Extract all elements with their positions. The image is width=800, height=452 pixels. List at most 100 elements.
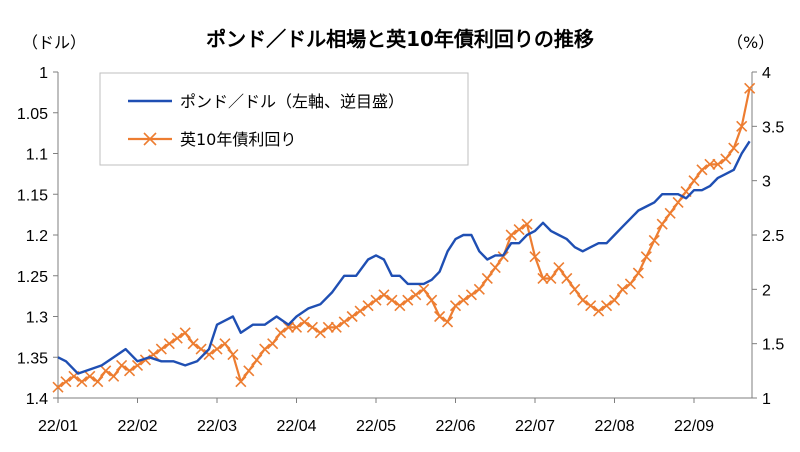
- gilt-marker-stroke: [561, 272, 573, 285]
- gilt-yield-point: [275, 327, 287, 339]
- gilt-yield-point: [664, 207, 676, 219]
- gilt-yield-point: [608, 294, 621, 306]
- gilt-marker-stroke: [370, 294, 382, 306]
- gilt-marker-stroke: [712, 158, 724, 170]
- gilt-marker-stroke: [457, 294, 470, 306]
- gilt-yield-point: [616, 283, 629, 295]
- gilt-yield-point: [553, 262, 565, 274]
- gilt-yield-point: [593, 305, 605, 317]
- gilt-yield-point: [378, 289, 390, 301]
- right-axis-ticks: 1 1.5 2 2.5 3 3.5 4: [752, 65, 784, 408]
- gilt-marker-stroke: [131, 359, 144, 371]
- gilt-marker-stroke: [314, 327, 326, 339]
- gilt-marker-stroke: [577, 294, 589, 306]
- gilt-marker-stroke: [616, 283, 629, 295]
- right-tick-label: 3.5: [762, 119, 784, 136]
- gilt-marker-stroke: [362, 300, 374, 312]
- gilt-marker-stroke: [386, 294, 398, 306]
- gilt-yield-point: [489, 262, 501, 274]
- left-tick-label: 1.1: [26, 147, 48, 164]
- gilt-yield-point: [545, 272, 557, 285]
- gilt-marker-stroke: [92, 376, 104, 388]
- gilt-yield-point: [346, 310, 358, 323]
- right-tick-label: 1: [762, 391, 771, 408]
- x-tick-label: 22/03: [197, 418, 237, 435]
- gilt-marker-stroke: [338, 316, 350, 328]
- gilt-marker-stroke: [322, 321, 334, 333]
- gilt-marker-stroke: [76, 376, 88, 388]
- gilt-yield-point: [60, 376, 72, 388]
- gilt-marker-stroke: [521, 218, 533, 230]
- gilt-yield-point: [441, 316, 454, 328]
- right-tick-label: 3: [762, 174, 771, 191]
- gilt-marker-stroke: [171, 332, 183, 344]
- legend-gilt-label: 英10年債利回り: [180, 130, 296, 149]
- gilt-yield-point: [259, 343, 271, 355]
- gilt-yield-point: [251, 354, 263, 366]
- gilt-yield-point: [465, 289, 477, 301]
- gilt-marker-stroke: [354, 305, 366, 317]
- gilt-yield-point: [529, 251, 541, 263]
- gilt-yield-point: [219, 338, 231, 350]
- gilt-yield-point: [187, 338, 199, 350]
- gilt-marker-stroke: [529, 251, 541, 263]
- gilt-yield-point: [624, 278, 636, 290]
- gilt-marker-stroke: [100, 365, 112, 377]
- left-tick-label: 1.05: [17, 106, 48, 123]
- gilt-yield-point: [290, 321, 303, 333]
- gilt-yield-point: [108, 370, 120, 382]
- gilt-marker-stroke: [394, 300, 406, 312]
- gilt-yield-point: [227, 348, 239, 361]
- gilt-yield-point: [728, 142, 740, 154]
- gilt-yield-point: [410, 289, 422, 301]
- gilt-marker-stroke: [449, 300, 462, 312]
- x-tick-label: 22/01: [38, 418, 78, 435]
- gilt-yield-point: [131, 359, 144, 371]
- left-tick-label: 1.4: [26, 391, 48, 408]
- left-axis-ticks: 1 1.05 1.1 1.15 1.2 1.25 1.3 1.35 1.4: [17, 65, 58, 408]
- gilt-yield-point: [497, 251, 509, 263]
- gilt-marker-stroke: [298, 316, 311, 328]
- gilt-marker-stroke: [513, 224, 525, 236]
- gilt-marker-stroke: [728, 142, 740, 154]
- x-tick-label: 22/09: [674, 418, 714, 435]
- gilt-marker-stroke: [179, 327, 191, 339]
- series-gbp-usd: [57, 140, 751, 375]
- gilt-yield-point: [235, 376, 247, 388]
- gbp-usd-line: [57, 140, 751, 375]
- left-tick-label: 1.3: [26, 310, 48, 327]
- left-tick-label: 1: [39, 65, 48, 82]
- gilt-marker-stroke: [664, 207, 676, 219]
- gilt-yield-point: [600, 300, 613, 312]
- gilt-yield-point: [521, 218, 533, 230]
- gilt-yield-point: [116, 359, 128, 371]
- gilt-yield-point: [561, 272, 573, 285]
- gilt-marker-stroke: [108, 370, 120, 382]
- gilt-yield-point: [155, 343, 167, 355]
- gilt-yield-point: [171, 332, 183, 344]
- gilt-marker-stroke: [195, 343, 207, 355]
- gilt-marker-stroke: [60, 376, 72, 388]
- right-axis-unit: （%）: [727, 33, 774, 52]
- gilt-marker-stroke: [593, 305, 605, 317]
- gilt-yield-point: [418, 283, 430, 295]
- gilt-marker-stroke: [330, 321, 342, 333]
- chart-title: ポンド／ドル相場と英10年債利回りの推移: [206, 27, 594, 51]
- legend-gbp-label: ポンド／ドル（左軸、逆目盛）: [180, 92, 404, 111]
- gilt-yield-point: [744, 82, 756, 94]
- legend-gilt-marker: [143, 132, 157, 146]
- gilt-marker-stroke: [290, 321, 303, 333]
- gilt-yield-point: [330, 321, 342, 333]
- gilt-yield-point: [282, 321, 295, 333]
- gilt-yield-point: [577, 294, 589, 306]
- legend-gilt-swatch: [128, 132, 172, 146]
- gilt-yield-point: [123, 365, 136, 377]
- gilt-marker-stroke: [505, 229, 517, 241]
- x-tick-label: 22/02: [117, 418, 157, 435]
- gilt-marker-stroke: [704, 158, 716, 170]
- gilt-marker-stroke: [489, 262, 501, 274]
- right-tick-label: 2: [762, 282, 771, 299]
- gilt-yield-point: [640, 251, 652, 263]
- gilt-yield-point: [314, 327, 326, 339]
